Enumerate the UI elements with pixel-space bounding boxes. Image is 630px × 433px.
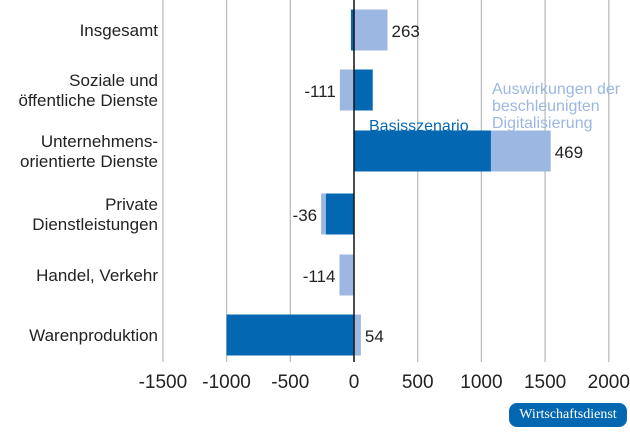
bar-digitalisierung [354, 314, 361, 356]
category-label: Dienstleistungen [32, 215, 158, 234]
bar-basisszenario [354, 69, 373, 111]
data-label: 263 [392, 22, 420, 41]
category-label: Insgesamt [80, 21, 159, 40]
x-tick-label: 2000 [588, 372, 630, 393]
legend-digitalisierung: beschleunigten [492, 98, 600, 115]
x-tick-label: -1000 [202, 372, 251, 393]
bar-digitalisierung [490, 130, 551, 172]
bar-digitalisierung [339, 69, 354, 111]
category-label: öffentliche Dienste [18, 91, 158, 110]
category-label: Private [105, 195, 158, 214]
data-label: 469 [555, 143, 583, 162]
data-label: -114 [303, 267, 336, 286]
bar-basisszenario [226, 314, 354, 356]
x-tick-label: 500 [402, 372, 434, 393]
bar-basisszenario [354, 130, 491, 172]
x-tick-label: 1500 [524, 372, 566, 393]
bar-basisszenario [350, 9, 354, 51]
category-label: orientierte Dienste [20, 152, 158, 171]
category-label: Soziale und [69, 71, 158, 90]
legend-basisszenario: Basisszenario [369, 118, 469, 135]
bar-digitalisierung [321, 193, 326, 235]
bar-basisszenario [325, 193, 354, 235]
source-badge: Wirtschaftsdienst [509, 403, 627, 427]
x-tick-label: -1500 [139, 372, 188, 393]
legend-digitalisierung: Digitalisierung [492, 115, 593, 132]
bar-digitalisierung [339, 254, 354, 296]
bar-digitalisierung [354, 9, 388, 51]
category-label: Handel, Verkehr [36, 266, 158, 285]
legend-digitalisierung: Auswirkungen der [492, 81, 621, 98]
x-tick-label: -500 [271, 372, 309, 393]
data-label: 54 [365, 327, 384, 346]
category-label: Unternehmens- [41, 132, 158, 151]
category-label: Warenproduktion [29, 326, 158, 345]
data-label: -36 [293, 206, 318, 225]
x-tick-label: 0 [349, 372, 360, 393]
data-label: -111 [304, 82, 336, 101]
x-tick-label: 1000 [460, 372, 502, 393]
